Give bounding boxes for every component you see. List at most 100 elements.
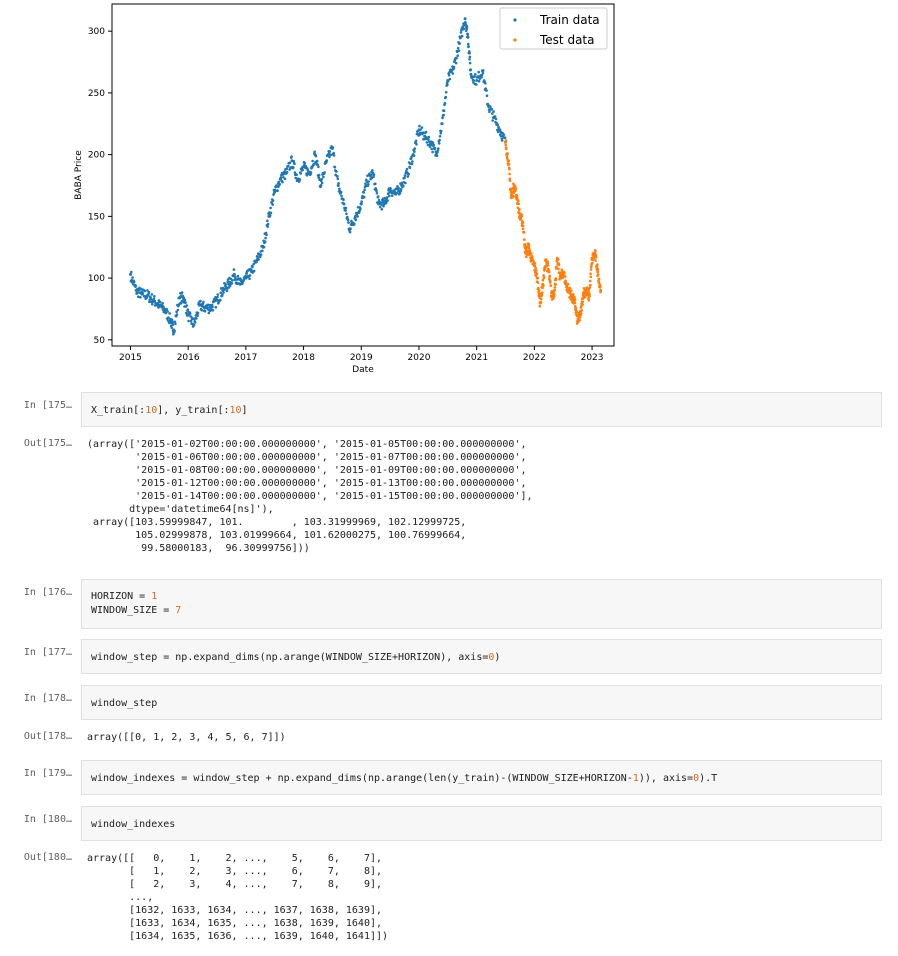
data-point [433, 146, 437, 150]
input-prompt: In [178… [23, 693, 72, 704]
code-line[interactable]: X_train[:10], y_train[:10] [91, 405, 248, 416]
data-point [525, 255, 528, 259]
data-point [283, 177, 287, 181]
data-point [309, 171, 313, 174]
data-point [493, 115, 497, 118]
data-point [322, 175, 325, 179]
data-point [188, 312, 192, 315]
data-point [446, 79, 450, 83]
data-point [559, 276, 563, 280]
legend-label-test: Test data [539, 33, 594, 47]
data-point [452, 65, 456, 69]
x-tick-label: 2017 [234, 353, 257, 363]
code-line[interactable]: window_step [91, 698, 158, 709]
data-point [278, 182, 282, 186]
data-point [588, 293, 591, 296]
data-point [505, 156, 509, 160]
data-point [219, 287, 223, 290]
data-point [508, 172, 511, 176]
data-point [232, 272, 236, 276]
data-point [560, 268, 564, 272]
data-point [362, 191, 366, 194]
code-line[interactable]: HORIZON = 1 [91, 591, 158, 602]
code-line[interactable]: window_indexes [91, 819, 176, 830]
data-point [553, 293, 556, 296]
data-point [581, 300, 585, 304]
code-input-box[interactable]: window_step [81, 685, 882, 720]
data-point [430, 147, 434, 151]
data-point [438, 138, 441, 142]
code-line[interactable]: window_step = np.expand_dims(np.arange(W… [91, 652, 501, 663]
code-input-box[interactable]: X_train[:10], y_train[:10] [81, 392, 882, 427]
data-point [162, 305, 165, 308]
data-point [362, 195, 366, 199]
data-point [175, 310, 178, 314]
data-point [385, 196, 389, 199]
data-point [564, 280, 568, 283]
data-point [508, 179, 512, 182]
data-point [589, 268, 593, 271]
data-point [588, 286, 592, 290]
data-point [176, 308, 180, 312]
code-input-box[interactable]: window_indexes [81, 806, 882, 841]
data-point [575, 310, 579, 314]
data-point [173, 329, 176, 333]
data-point [583, 295, 587, 299]
data-point [349, 227, 352, 231]
data-point [354, 218, 358, 222]
data-point [524, 243, 527, 246]
data-point [451, 72, 455, 75]
data-point [396, 185, 399, 188]
data-point [462, 27, 466, 31]
data-point [474, 73, 477, 76]
data-point [189, 315, 192, 318]
data-point [210, 303, 214, 307]
legend-label-train: Train data [539, 13, 600, 27]
code-line[interactable]: window_indexes = window_step + np.expand… [91, 773, 718, 784]
data-point [285, 170, 289, 174]
data-point [380, 203, 383, 206]
data-point [290, 155, 293, 158]
data-point [185, 312, 188, 315]
data-point [477, 79, 481, 83]
data-point [475, 79, 479, 82]
x-tick-label: 2022 [523, 353, 546, 363]
data-point [502, 133, 506, 137]
input-prompt: In [175… [23, 400, 72, 411]
data-point [419, 128, 422, 131]
output-text: array([[0, 1, 2, 3, 4, 5, 6, 7]]) [87, 732, 286, 743]
data-point [500, 139, 504, 142]
code-input-box[interactable]: HORIZON = 1 WINDOW_SIZE = 7 [81, 579, 882, 629]
data-point [214, 305, 218, 309]
data-point [224, 283, 227, 286]
data-point [165, 307, 168, 311]
data-point [554, 278, 558, 282]
data-point [269, 206, 272, 210]
data-point [158, 300, 162, 304]
data-point [554, 283, 557, 286]
data-point [485, 94, 489, 97]
data-point [196, 314, 199, 318]
data-point [265, 233, 268, 237]
data-point [517, 202, 520, 206]
code-input-box[interactable]: window_step = np.expand_dims(np.arange(W… [81, 639, 882, 674]
data-point [596, 267, 600, 271]
data-point [268, 214, 272, 217]
code-input-box[interactable]: window_indexes = window_step + np.expand… [81, 760, 882, 795]
data-point [255, 260, 258, 264]
data-point [597, 277, 601, 281]
data-point [340, 194, 343, 198]
data-point [344, 206, 348, 210]
data-point [533, 264, 537, 268]
data-point [312, 162, 316, 166]
data-point [344, 209, 347, 212]
code-line[interactable]: WINDOW_SIZE = 7 [91, 605, 182, 616]
data-point [266, 225, 270, 228]
data-point [594, 249, 597, 253]
legend-box [499, 7, 608, 50]
data-point [196, 311, 200, 315]
data-point [459, 31, 463, 34]
data-point [539, 297, 543, 301]
data-point [315, 159, 319, 163]
train-series [129, 17, 507, 336]
